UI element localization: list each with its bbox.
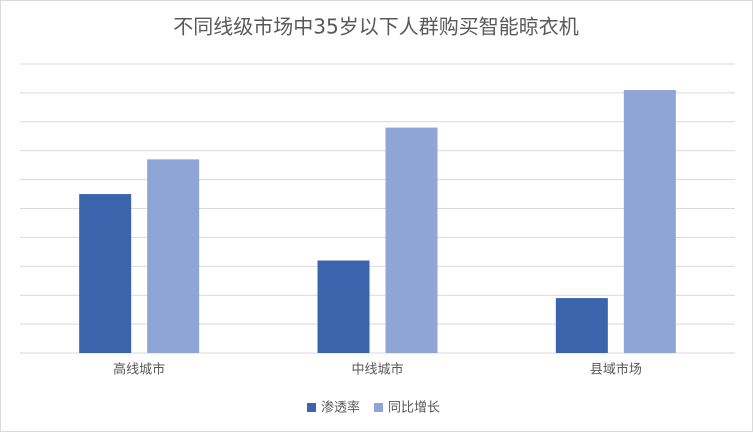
bar <box>79 194 132 353</box>
bar <box>147 159 200 353</box>
bar <box>555 298 608 353</box>
bar <box>385 127 438 353</box>
legend-label: 同比增长 <box>388 401 440 416</box>
legend-swatch <box>374 403 384 412</box>
legend-label: 渗透率 <box>321 400 360 416</box>
x-tick-label: 高线城市 <box>113 362 165 378</box>
bar <box>623 90 676 353</box>
bar <box>317 260 370 353</box>
legend-swatch <box>307 403 316 412</box>
chart-title: 不同线级市场中35岁以下人群购买智能晾衣机 <box>173 15 578 39</box>
x-tick-label: 县域市场 <box>590 362 642 378</box>
x-tick-label: 中线城市 <box>351 362 403 378</box>
